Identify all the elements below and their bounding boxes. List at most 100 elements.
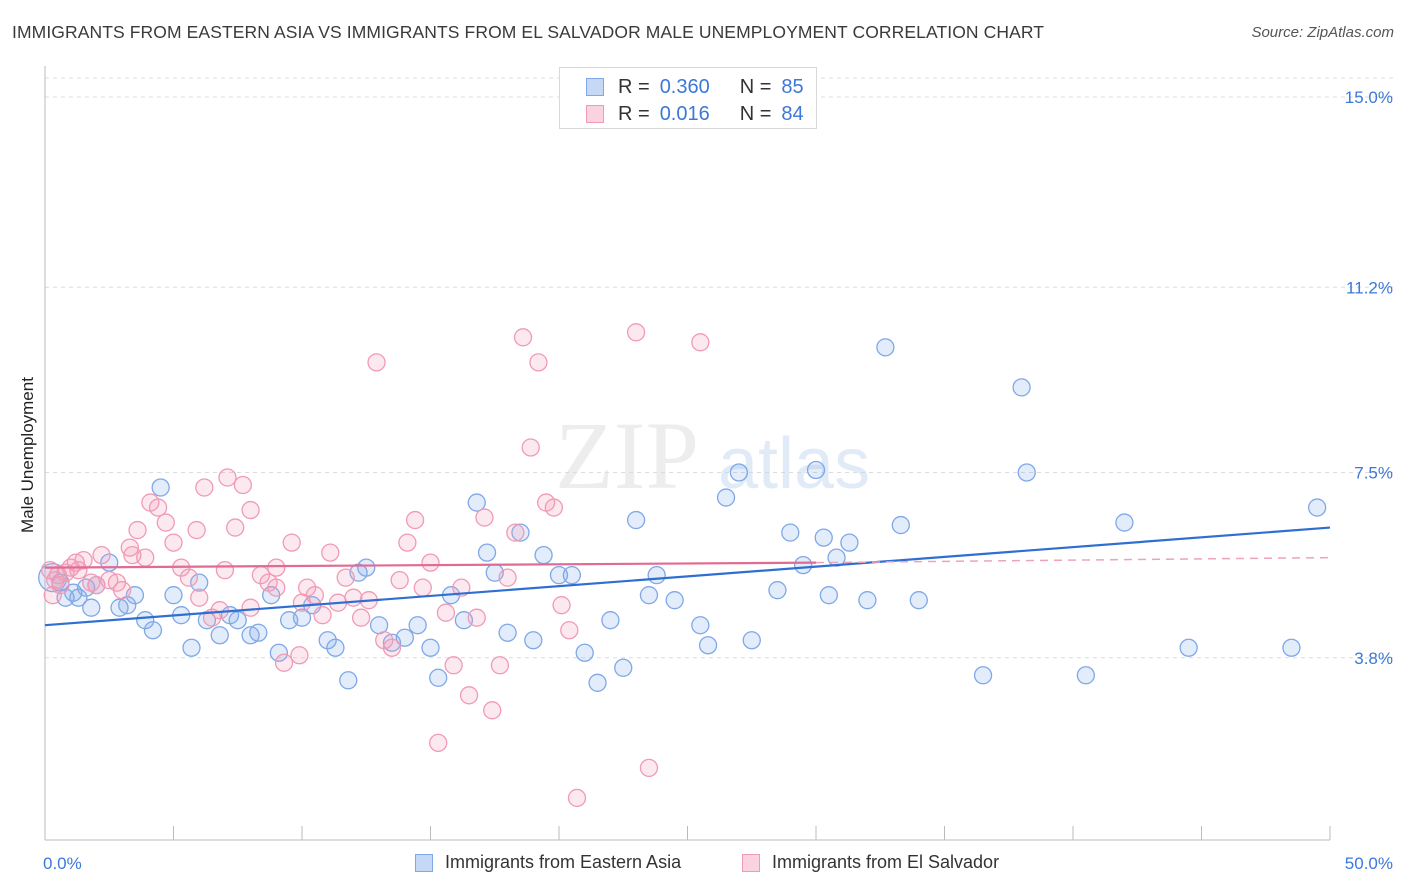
data-point-el-salvador: [413, 578, 432, 597]
data-point-el-salvador: [521, 438, 540, 457]
watermark-zip: ZIP: [555, 402, 699, 509]
data-point-el-salvador: [74, 550, 93, 570]
data-point-eastern-asia: [421, 638, 440, 657]
data-point-eastern-asia: [534, 545, 553, 565]
data-point-eastern-asia: [858, 591, 877, 610]
data-point-el-salvador: [290, 646, 309, 665]
data-point-eastern-asia: [840, 533, 859, 552]
data-point-eastern-asia: [69, 588, 88, 607]
data-point-eastern-asia: [665, 591, 684, 610]
legend-n-value: 84: [781, 102, 804, 125]
data-point-eastern-asia: [151, 478, 170, 497]
data-point-eastern-asia: [249, 623, 268, 642]
legend-n-label: N =: [739, 102, 772, 125]
data-point-el-salvador: [69, 560, 88, 580]
data-point-eastern-asia: [781, 523, 800, 542]
data-point-eastern-asia: [639, 586, 659, 605]
y-tick-label: 3.8%: [1354, 649, 1393, 668]
data-point-el-salvador: [459, 686, 479, 705]
y-tick-label: 15.0%: [1345, 88, 1393, 107]
data-point-el-salvador: [529, 353, 548, 372]
data-point-eastern-asia: [326, 638, 345, 657]
legend-n-value: 85: [781, 75, 804, 98]
series-eastern-asia: [38, 338, 1327, 692]
correlation-legend: R = 0.360 N = 85 R = 0.016 N = 84: [559, 67, 817, 129]
data-point-eastern-asia: [292, 608, 312, 627]
data-point-el-salvador: [267, 578, 286, 597]
data-point-el-salvador: [513, 328, 533, 347]
data-point-eastern-asia: [429, 668, 448, 687]
data-point-el-salvador: [187, 520, 206, 540]
data-point-eastern-asia: [794, 555, 813, 575]
data-point-el-salvador: [351, 608, 371, 627]
trend-line-eastern-asia: [44, 526, 1331, 627]
data-point-el-salvador: [148, 498, 168, 517]
data-point-eastern-asia: [1308, 498, 1327, 517]
data-point-eastern-asia: [716, 488, 736, 507]
data-point-eastern-asia: [601, 611, 620, 630]
bottom-legend-swatch-pink: [742, 853, 760, 872]
data-point-eastern-asia: [182, 638, 201, 657]
y-tick-label: 7.5%: [1354, 464, 1393, 483]
data-point-eastern-asia: [549, 565, 569, 585]
gridlines: [45, 77, 1395, 659]
data-point-el-salvador: [626, 323, 646, 342]
x-tick-label: 0.0%: [43, 854, 82, 873]
legend-r-label: R =: [618, 102, 650, 125]
data-point-el-salvador: [467, 608, 486, 627]
data-point-el-salvador: [490, 656, 510, 675]
data-point-el-salvador: [405, 510, 425, 530]
data-point-el-salvador: [552, 596, 571, 615]
data-point-eastern-asia: [588, 673, 607, 692]
data-point-el-salvador: [46, 571, 65, 590]
data-point-el-salvador: [210, 601, 229, 620]
data-point-eastern-asia: [190, 573, 209, 592]
y-tick-label: 11.2%: [1346, 278, 1393, 297]
data-point-el-salvador: [436, 603, 456, 622]
data-point-eastern-asia: [698, 636, 718, 655]
data-point-eastern-asia: [164, 586, 183, 605]
data-point-eastern-asia: [575, 643, 594, 662]
data-point-eastern-asia: [269, 643, 289, 662]
data-point-el-salvador: [226, 518, 245, 537]
data-point-el-salvador: [241, 500, 260, 520]
data-point-eastern-asia: [806, 460, 826, 480]
data-point-eastern-asia: [82, 598, 101, 617]
data-point-el-salvador: [274, 653, 294, 672]
trend-line-el-salvador-extension: [815, 556, 1331, 564]
data-point-el-salvador: [382, 638, 402, 657]
data-point-el-salvador: [375, 631, 394, 650]
data-point-eastern-asia: [524, 631, 543, 650]
data-point-el-salvador: [321, 543, 340, 562]
legend-r-value: 0.360: [659, 75, 710, 98]
data-point-el-salvador: [544, 498, 564, 517]
data-point-el-salvador: [506, 523, 525, 542]
data-point-eastern-asia: [647, 565, 666, 585]
data-point-eastern-asia: [814, 528, 833, 547]
data-point-el-salvador: [292, 593, 312, 612]
data-point-el-salvador: [48, 565, 67, 585]
data-point-eastern-asia: [819, 586, 838, 605]
data-point-el-salvador: [241, 598, 260, 617]
bottom-legend-label: Immigrants from Eastern Asia: [445, 852, 682, 872]
data-point-eastern-asia: [318, 631, 337, 650]
data-point-eastern-asia: [691, 616, 710, 635]
data-point-el-salvador: [190, 588, 209, 607]
data-point-el-salvador: [123, 545, 142, 565]
x-tick-label: 50.0%: [1345, 854, 1393, 873]
tick-labels: 3.8% 7.5% 11.2% 15.0% 0.0% 50.0%: [43, 88, 1393, 873]
data-point-el-salvador: [233, 475, 253, 495]
data-point-eastern-asia: [1179, 638, 1198, 657]
data-point-el-salvador: [483, 701, 502, 720]
data-point-eastern-asia: [395, 628, 414, 647]
legend-r-value: 0.016: [659, 102, 710, 125]
data-point-el-salvador: [43, 586, 62, 605]
data-point-eastern-asia: [498, 623, 517, 642]
data-point-el-salvador: [282, 533, 301, 552]
data-point-el-salvador: [390, 571, 409, 590]
data-point-el-salvador: [429, 733, 448, 753]
data-point-eastern-asia: [1012, 378, 1031, 397]
legend-row-eastern-asia: R = 0.360 N = 85: [586, 75, 804, 99]
data-point-eastern-asia: [357, 558, 376, 577]
data-point-el-salvador: [452, 578, 471, 597]
